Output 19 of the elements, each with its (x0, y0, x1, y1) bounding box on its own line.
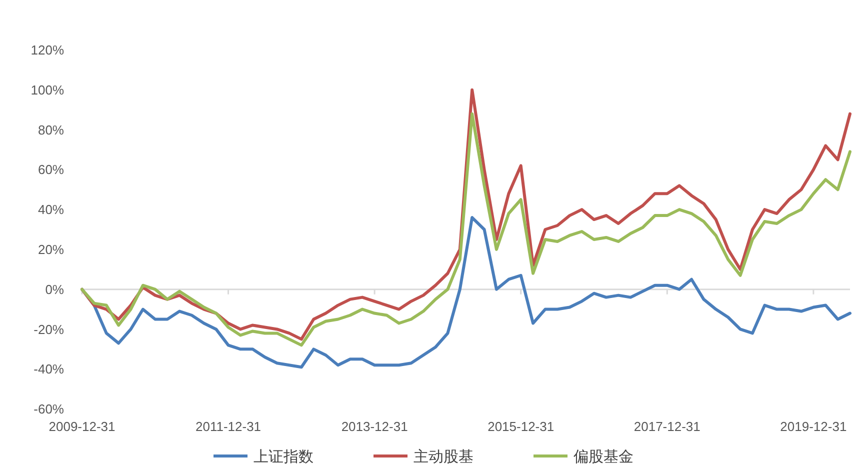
x-tick-label: 2019-12-31 (780, 419, 847, 434)
x-tick-label: 2009-12-31 (48, 419, 116, 434)
y-tick-label: 60% (38, 162, 64, 178)
x-tick-label: 2013-12-31 (341, 419, 408, 434)
legend-label: 偏股基金 (574, 448, 634, 466)
y-tick-label: 100% (30, 82, 64, 98)
y-tick-label: -20% (34, 322, 64, 337)
legend-label: 上证指数 (254, 448, 314, 466)
y-tick-label: 0% (45, 282, 64, 297)
x-tick-label: 2017-12-31 (634, 419, 700, 434)
y-tick-label: 40% (38, 202, 64, 218)
y-tick-label: 120% (30, 42, 64, 58)
legend-label: 主动股基 (414, 448, 474, 466)
y-tick-label: -60% (34, 402, 64, 417)
y-tick-label: 20% (38, 242, 64, 257)
y-tick-label: 80% (38, 122, 64, 138)
x-tick-label: 2015-12-31 (488, 419, 554, 434)
y-tick-label: -40% (34, 362, 64, 377)
x-tick-label: 2011-12-31 (196, 419, 262, 434)
